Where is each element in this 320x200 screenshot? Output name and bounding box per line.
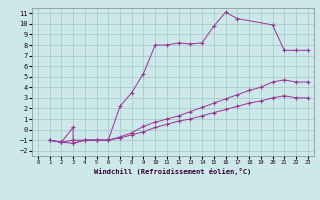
X-axis label: Windchill (Refroidissement éolien,°C): Windchill (Refroidissement éolien,°C) xyxy=(94,168,252,175)
